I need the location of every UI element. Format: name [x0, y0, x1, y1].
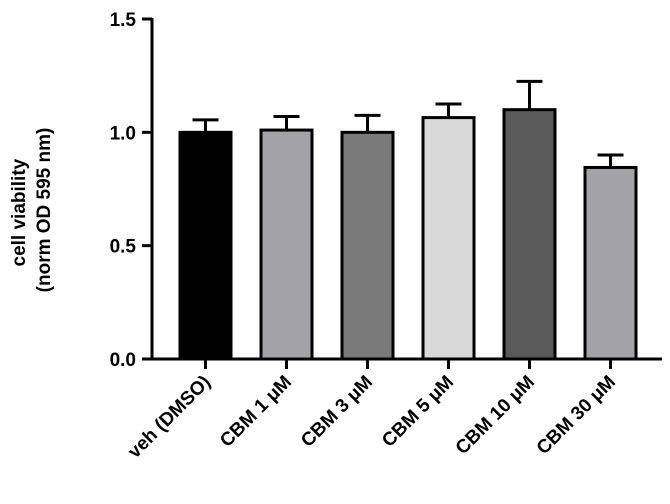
x-tick-label: veh (DMSO) [124, 372, 215, 463]
bar [340, 130, 395, 361]
y-tick-label: 0.0 [110, 350, 136, 371]
error-bars-group [192, 79, 624, 168]
x-tick-label: CBM 1 μM [216, 372, 296, 452]
x-tick-label: CBM 30 μM [533, 372, 620, 459]
x-tick-label: CBM 10 μM [452, 372, 539, 459]
x-tick-label: CBM 5 μM [378, 372, 458, 452]
y-axis-title: cell viability (norm OD 595 nm) [9, 128, 55, 293]
y-tick-label: 0.5 [110, 237, 137, 258]
bar [502, 108, 557, 361]
bar [583, 165, 638, 361]
y-axis-title-line1: cell viability [9, 158, 30, 266]
y-tick-label: 1.0 [110, 123, 136, 144]
bar [259, 128, 314, 361]
y-axis-title-line2: (norm OD 595 nm) [34, 128, 55, 293]
bar [421, 116, 476, 361]
bars-group [178, 108, 638, 361]
y-tick-label: 1.5 [110, 10, 137, 31]
axes-group [150, 18, 662, 361]
bar [178, 130, 233, 361]
y-ticks-group: 0.0 0.5 1.0 1.5 [110, 10, 152, 371]
x-tick-label: CBM 3 μM [297, 372, 377, 452]
